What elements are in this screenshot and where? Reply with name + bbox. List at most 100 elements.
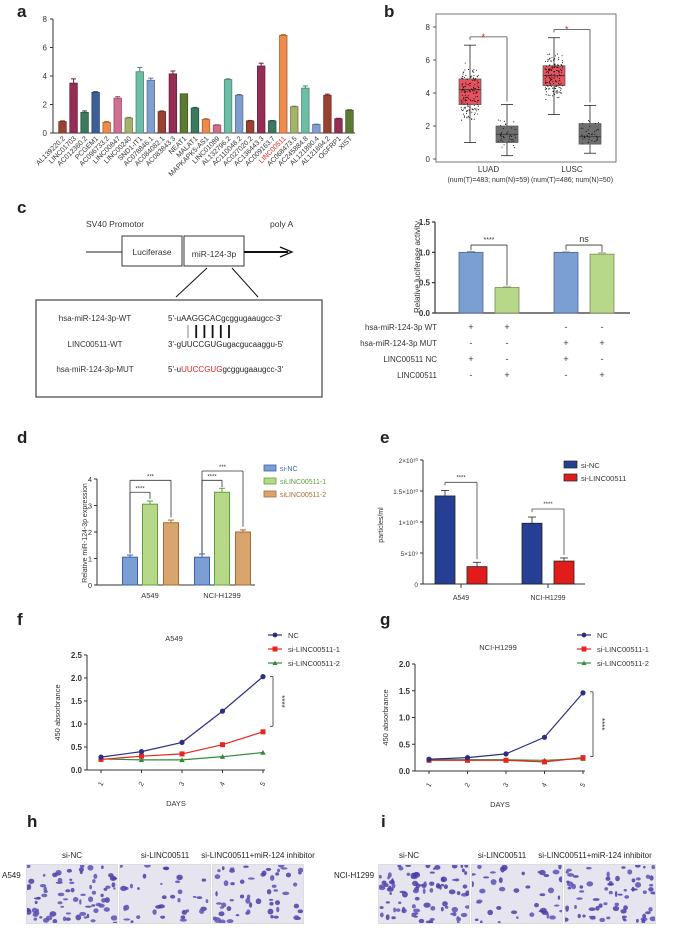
micrograph: [120, 865, 210, 923]
panel-letter-f: f: [17, 610, 23, 629]
cell: [92, 879, 96, 884]
cell: [120, 885, 128, 891]
y-axis-label: Relative luciferase activity: [413, 221, 422, 313]
y-tick-label: 1.5: [419, 218, 431, 227]
cell: [568, 886, 572, 890]
x-tick-label: 5: [259, 781, 267, 788]
condition-sign: +: [468, 322, 473, 332]
data-point: [471, 118, 473, 120]
cell: [441, 876, 445, 883]
data-point: [478, 86, 480, 88]
cell: [566, 880, 570, 884]
y-tick-label: 0.5: [71, 743, 83, 752]
bar: [124, 117, 133, 134]
data-point: [558, 80, 560, 82]
cell: [525, 885, 531, 889]
cell: [585, 866, 592, 870]
bar: [69, 82, 78, 134]
data-point: [466, 104, 469, 106]
panel-letter-e: e: [380, 428, 390, 447]
data-point: [545, 98, 547, 101]
cell: [429, 888, 434, 893]
y-tick-label: 0.5: [419, 279, 431, 288]
cell: [91, 904, 96, 907]
data-point: [476, 69, 478, 71]
data-point: [552, 83, 554, 85]
data-point: [554, 86, 556, 88]
legend-marker: [272, 646, 278, 652]
cell: [651, 865, 655, 870]
cell: [623, 918, 627, 922]
data-point: [474, 84, 476, 86]
transwell-i-label-0: si-NC: [399, 851, 419, 860]
y-tick-label: 1: [88, 555, 92, 564]
data-point: [463, 85, 465, 87]
data-point: [466, 78, 468, 80]
data-point: [550, 75, 552, 77]
transwell-image-h-si-linc00511: [119, 864, 211, 924]
cell: [434, 865, 441, 870]
data-point: [551, 57, 553, 59]
data-point: [500, 134, 502, 137]
data-point: [581, 143, 583, 145]
cell: [440, 883, 445, 887]
data-point: [586, 134, 588, 137]
data-point: [473, 69, 475, 71]
legend-label: si-LINC00511-1: [288, 645, 340, 654]
bar: [245, 120, 255, 134]
data-point: [477, 85, 479, 87]
legend-label: si-NC: [581, 461, 600, 470]
cell: [607, 882, 615, 886]
cell: [270, 915, 274, 919]
data-point: [588, 133, 590, 135]
cell: [87, 865, 94, 871]
x-tick-label: XIST: [338, 135, 354, 151]
data-point: [476, 110, 478, 112]
y-tick-label: 4: [426, 89, 431, 98]
data-point: [460, 99, 462, 101]
data-point: [469, 111, 471, 113]
y-tick-label: 1.5: [71, 697, 83, 706]
cell: [650, 891, 655, 895]
bar: [214, 491, 230, 586]
cell: [489, 871, 496, 874]
bar: [223, 79, 233, 134]
cell: [109, 875, 117, 881]
y-tick-label: 0: [43, 129, 48, 138]
data-point: [551, 78, 553, 80]
data-point: [219, 754, 226, 759]
cell: [451, 906, 459, 913]
transwell-image-h-inhibitor: [212, 864, 304, 924]
micrograph: [565, 865, 655, 923]
data-point: [558, 77, 561, 80]
luciferase-box: [121, 235, 183, 267]
cell: [235, 914, 240, 917]
cell: [221, 866, 225, 871]
y-tick-label: 4: [88, 475, 92, 484]
cell: [565, 907, 569, 912]
data-point: [591, 133, 593, 135]
cell: [553, 904, 560, 907]
condition-sign: -: [506, 354, 509, 364]
cell: [635, 865, 641, 868]
cell: [43, 886, 47, 892]
cell: [65, 889, 71, 893]
data-point: [474, 107, 476, 110]
micrograph-background: [27, 865, 117, 923]
data-point: [463, 103, 465, 105]
cell: [246, 894, 251, 900]
cell: [476, 899, 483, 903]
bar: [58, 121, 67, 134]
cell: [297, 909, 303, 914]
cell: [268, 898, 274, 901]
panel-letter-b: b: [384, 2, 395, 21]
data-point: [502, 140, 504, 143]
cell: [79, 899, 82, 905]
cell: [34, 900, 38, 905]
data-point: [588, 139, 590, 141]
data-point: [474, 100, 476, 102]
data-point: [466, 96, 468, 98]
data-point: [552, 59, 554, 61]
cell: [277, 865, 285, 868]
data-point: [503, 137, 505, 139]
